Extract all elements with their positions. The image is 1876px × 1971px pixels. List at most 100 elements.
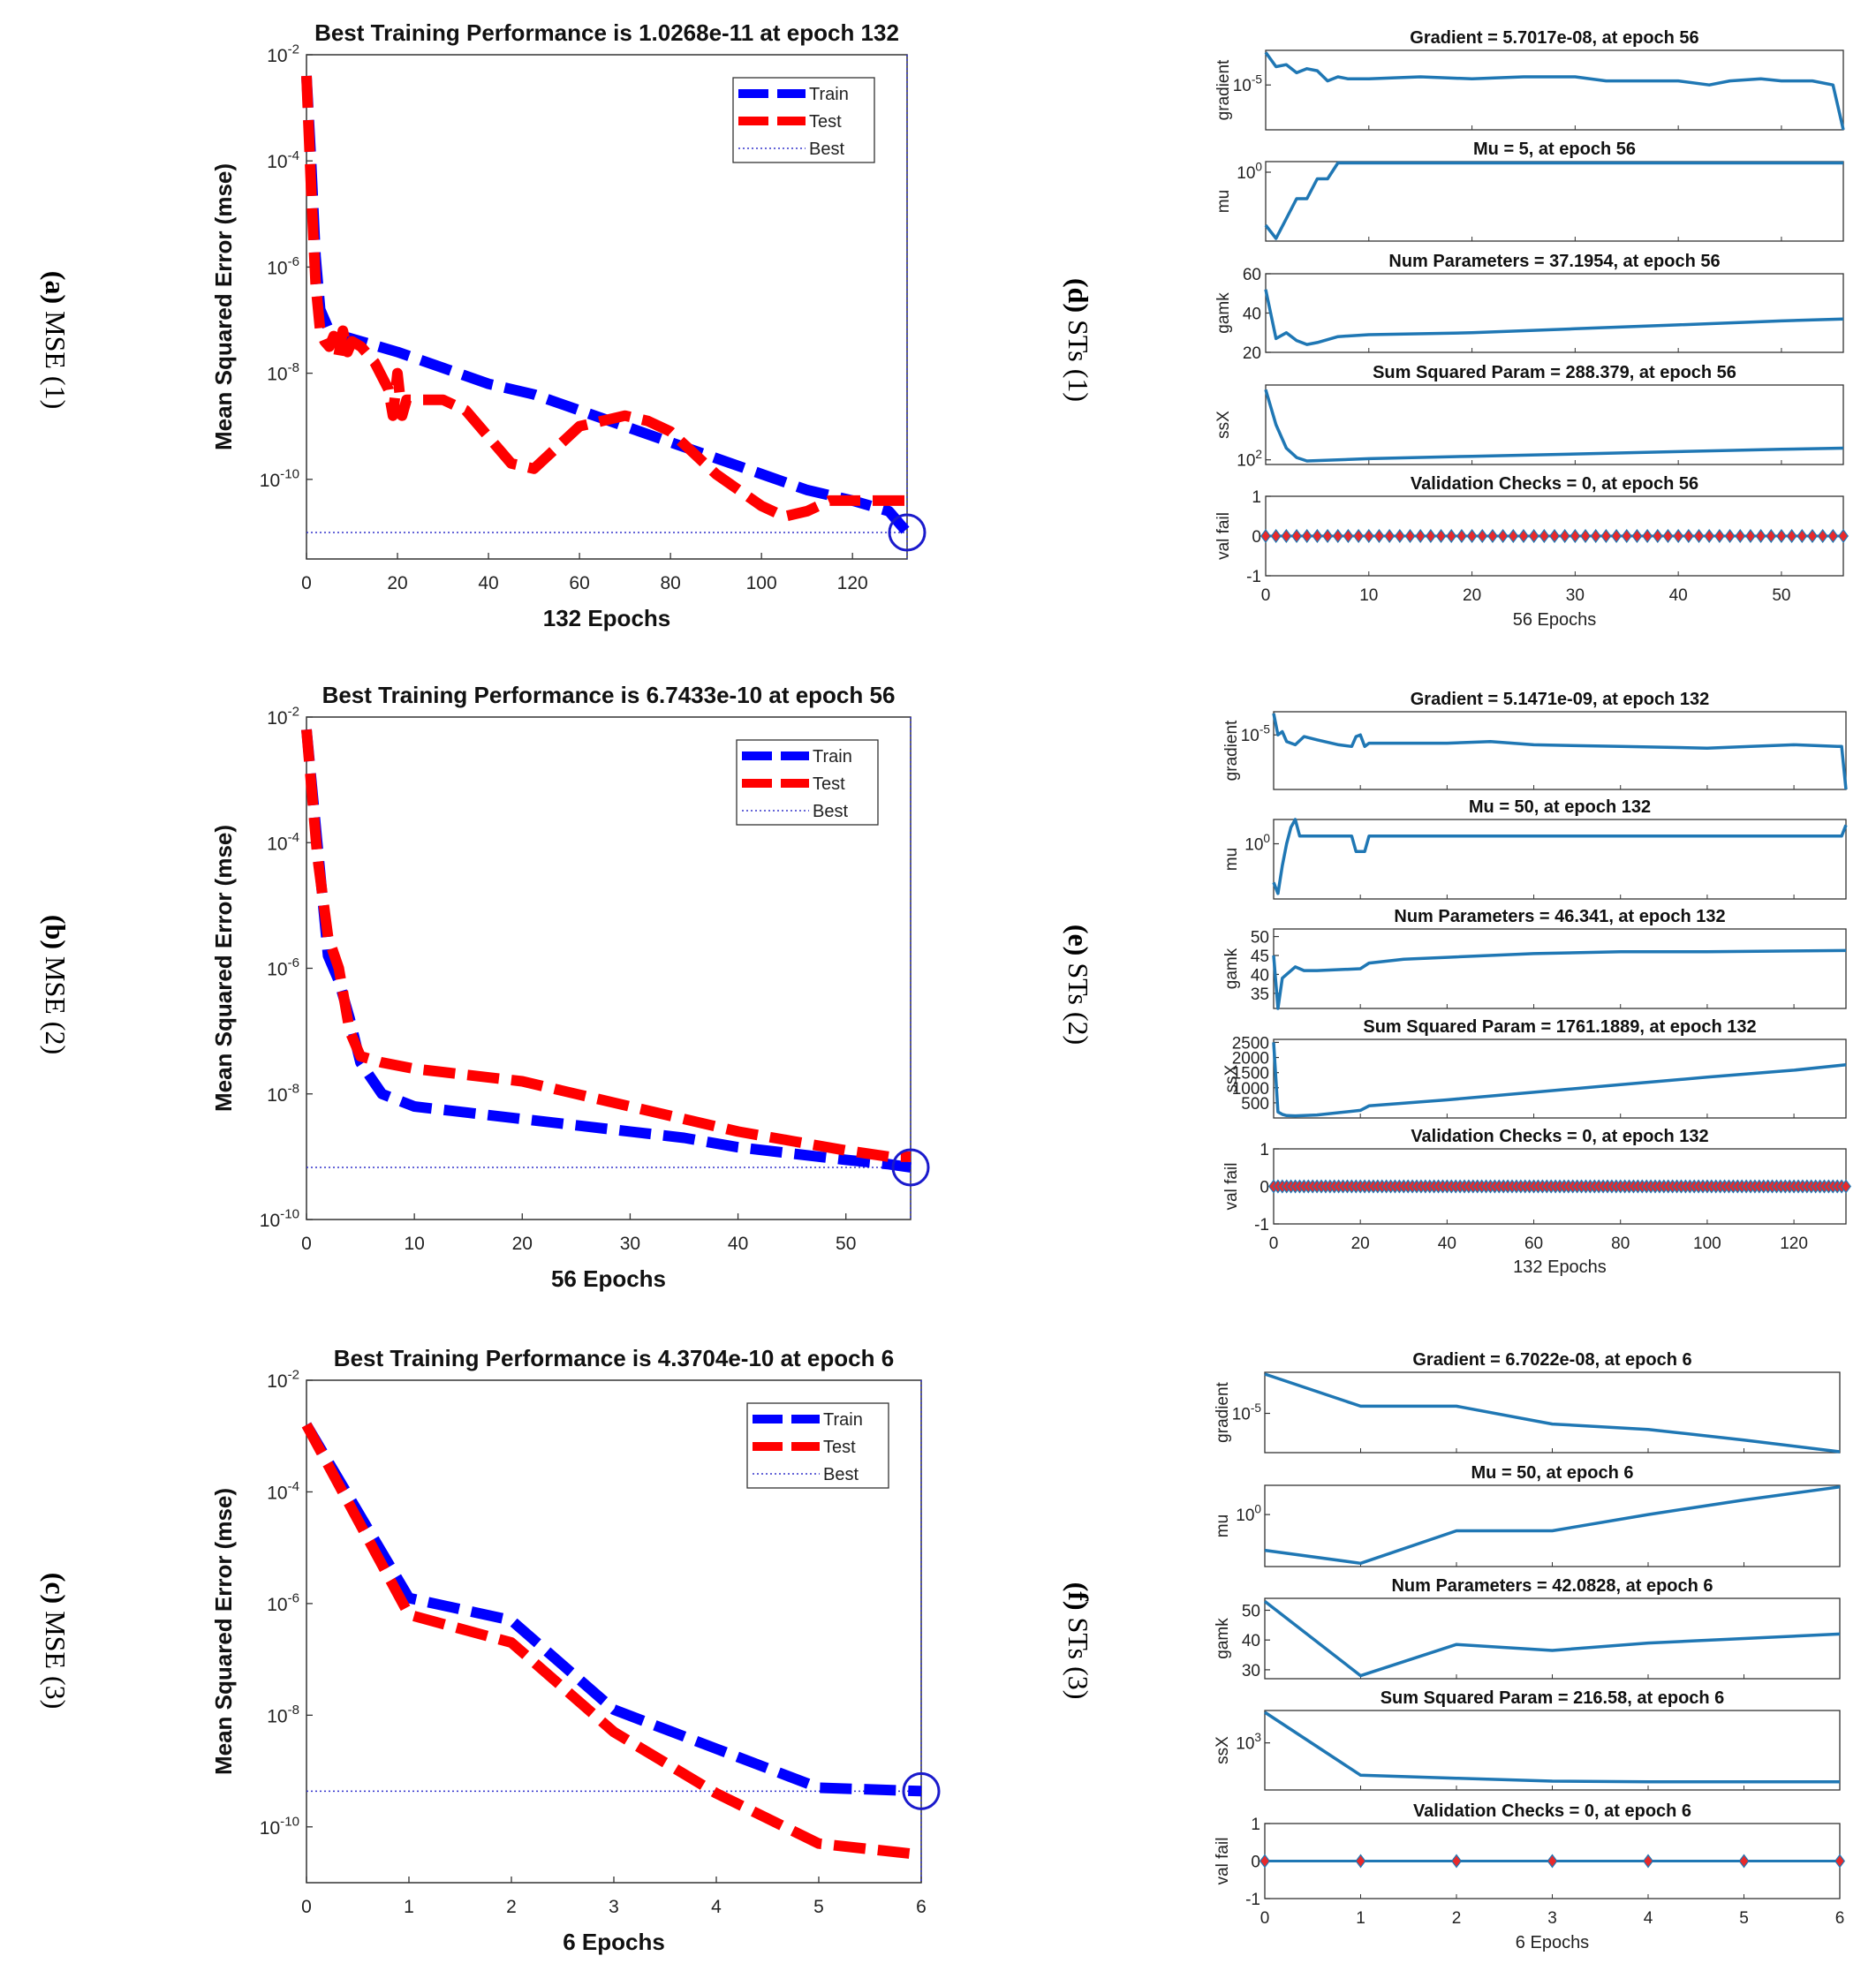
mse-chart-a: 0 20 40 60 80 100 120 10-10 10-8 10-6 10-4 10-2 Best…: [210, 19, 927, 631]
val-fail-marker: [1517, 529, 1529, 543]
val-fail-marker: [1322, 529, 1334, 543]
subplot-title: Gradient = 5.7017e-08, at epoch 56: [1410, 28, 1698, 48]
val-fail-marker: [1343, 529, 1354, 543]
subplot-title: Gradient = 5.1471e-09, at epoch 132: [1411, 690, 1710, 709]
x-tick-label: 60: [1524, 1235, 1543, 1253]
subplot-ylabel: val fail: [1214, 512, 1233, 560]
val-fail-marker: [1621, 529, 1632, 543]
mse-charts: 0 20 40 60 80 100 12010-1010-810-610-410-2Best…: [210, 19, 941, 1955]
y-tick-label: 10-8: [267, 1703, 299, 1726]
y-tick-label: -1: [1254, 1216, 1269, 1235]
series-test: [301, 729, 911, 1162]
y-tick-label: 2000: [1232, 1050, 1269, 1069]
mse-chart-b: 0 10 20 30 40 50 10-10 10-8 10-6 10-4 10-2 Best Tra…: [210, 682, 930, 1292]
x-tick-label: 1: [1356, 1909, 1365, 1928]
chart-title: Best Training Performance is 4.3704e-10 …: [334, 1345, 894, 1371]
val-fail-marker: [1549, 529, 1560, 543]
val-fail-marker: [1738, 1854, 1750, 1869]
val-fail-marker: [1827, 529, 1839, 543]
subplot-area: [1273, 1038, 1847, 1119]
y-tick-label: 30: [1242, 1662, 1260, 1680]
legend: Train Test Best: [736, 739, 879, 826]
val-fail-marker: [1446, 529, 1457, 543]
subplot-area: [1265, 384, 1844, 465]
x-tick-label: 30: [1566, 586, 1585, 605]
panel-label-b: (b) MSE (2): [40, 915, 72, 1054]
x-tick-label: 0: [301, 573, 312, 593]
x-tick-label: 100: [1693, 1235, 1721, 1253]
val-fail-marker: [1466, 529, 1478, 543]
x-axis-label: 56 Epochs: [1513, 610, 1597, 630]
y-tick-label: 0: [1252, 528, 1261, 547]
legend-label-best: Best: [823, 1465, 859, 1484]
subplot-series-line: [1272, 948, 1847, 1010]
y-tick-label: 10-4: [267, 148, 299, 172]
x-tick-label: 10: [404, 1234, 424, 1254]
subplot-ssX: Sum Squared Param = 288.379, at epoch 56…: [1214, 363, 1844, 471]
x-tick-label: 20: [1463, 586, 1481, 605]
subplot-ylabel: ssX: [1222, 1064, 1241, 1092]
x-tick-label: 80: [1611, 1235, 1630, 1253]
val-fail-marker: [1547, 1854, 1558, 1869]
sts-chart-f: Gradient = 6.7022e-08, at epoch 6 gradien…: [1214, 1350, 1845, 1952]
val-fail-marker: [1755, 529, 1766, 543]
y-tick-label: 100: [1236, 1503, 1261, 1526]
x-tick-label: 5: [813, 1897, 824, 1917]
y-tick-label: -1: [1245, 1891, 1260, 1909]
subplot-area: [1273, 928, 1847, 1009]
subplot-ylabel: val fail: [1222, 1163, 1241, 1211]
val-fail-marker: [1281, 529, 1292, 543]
mse-chart-c: 0 1 2 3 4 5 6 10-10 10-8 10-6 10-4 10-2 Best Trainin…: [210, 1345, 941, 1955]
x-tick-label: 0: [1261, 586, 1271, 605]
sts-chart-e: Gradient = 5.1471e-09, at epoch 132 gradi…: [1222, 690, 1851, 1277]
x-axis-label: 132 Epochs: [1513, 1257, 1607, 1277]
x-tick-label: 2: [1452, 1909, 1462, 1928]
y-tick-label: 0: [1259, 1179, 1269, 1197]
subplot-title: Mu = 5, at epoch 56: [1473, 140, 1636, 159]
y-tick-label: 10-5: [1233, 73, 1263, 96]
val-fail-marker: [1539, 529, 1550, 543]
val-fail-marker: [1415, 529, 1426, 543]
x-axis-label: 6 Epochs: [1516, 1933, 1589, 1952]
val-fail-marker: [1683, 529, 1694, 543]
subplot-area: [1265, 49, 1844, 131]
x-tick-label: 60: [569, 573, 589, 593]
panel-label-a: (a) MSE (1): [40, 271, 72, 409]
y-tick-label: -1: [1246, 568, 1261, 586]
subplot-gamk: Num Parameters = 42.0828, at epoch 6 gamk…: [1214, 1576, 1841, 1680]
val-fail-marker: [1477, 529, 1488, 543]
val-fail-marker: [1259, 1854, 1270, 1869]
y-tick-label: 10-5: [1232, 1401, 1262, 1424]
legend-label-best: Best: [809, 140, 844, 159]
subplot-gradient: Gradient = 5.1471e-09, at epoch 132 gradi…: [1222, 690, 1848, 790]
val-fail-marker: [1580, 529, 1592, 543]
y-tick-label: 1000: [1232, 1080, 1269, 1099]
best-marker: [888, 513, 927, 552]
legend-label-test: Test: [823, 1438, 856, 1457]
y-tick-label: 10-2: [267, 1368, 299, 1392]
val-fail-marker: [1425, 529, 1436, 543]
y-axis-label: Mean Squared Error (mse): [210, 163, 237, 450]
val-fail-marker: [1713, 529, 1725, 543]
val-fail-marker: [1642, 529, 1653, 543]
y-tick-label: 50: [1251, 929, 1269, 948]
subplot-series-line: [1264, 161, 1843, 240]
subplot-title: Mu = 50, at epoch 6: [1471, 1463, 1634, 1483]
legend: Train Test Best: [746, 1402, 889, 1489]
val-fail-marker: [1600, 529, 1612, 543]
x-tick-label: 1: [404, 1897, 414, 1917]
subplot-ylabel: gamk: [1214, 1618, 1232, 1659]
legend: Train Test Best: [732, 77, 875, 163]
subplot-gamk: Num Parameters = 46.341, at epoch 132 gam…: [1222, 907, 1847, 1010]
subplot-ylabel: gradient: [1214, 59, 1233, 120]
val-fail-marker: [1508, 529, 1519, 543]
val-fail-marker: [1404, 529, 1416, 543]
best-marker: [891, 1148, 930, 1187]
val-fail-marker: [1724, 529, 1736, 543]
y-tick-label: 500: [1241, 1095, 1269, 1114]
subplot-area: [1265, 161, 1844, 242]
val-fail-marker: [1662, 529, 1674, 543]
val-fail-marker: [1841, 1179, 1851, 1194]
val-fail-marker: [1363, 529, 1374, 543]
